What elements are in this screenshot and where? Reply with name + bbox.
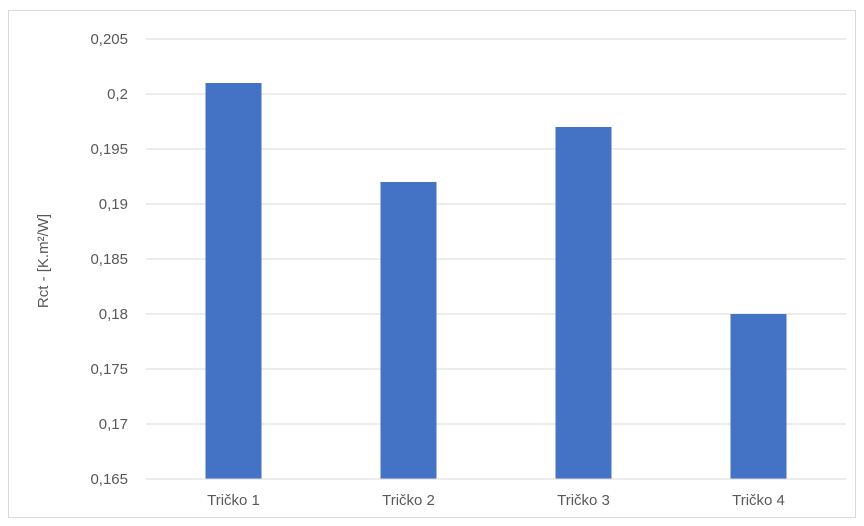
bar bbox=[555, 127, 612, 479]
y-tick-label: 0,165 bbox=[90, 471, 128, 488]
y-tick-label: 0,17 bbox=[99, 416, 128, 433]
x-tick-label: Tričko 2 bbox=[382, 492, 435, 509]
y-tick-label: 0,18 bbox=[99, 306, 128, 323]
y-tick-label: 0,175 bbox=[90, 361, 128, 378]
bar bbox=[380, 182, 437, 479]
bar bbox=[205, 83, 262, 479]
x-axis-ticks: Tričko 1 Tričko 2 Tričko 3 Tričko 4 bbox=[207, 492, 785, 509]
y-axis-title: Rct - [K.m²/W] bbox=[35, 214, 52, 308]
y-tick-label: 0,195 bbox=[90, 141, 128, 158]
x-tick-label: Tričko 1 bbox=[207, 492, 260, 509]
y-axis-ticks: 0,165 0,17 0,175 0,18 0,185 0,19 0,195 0,2 0,205 bbox=[90, 31, 128, 488]
y-tick-label: 0,205 bbox=[90, 31, 128, 48]
bars bbox=[146, 83, 846, 480]
x-tick-label: Tričko 4 bbox=[732, 492, 785, 509]
y-tick-label: 0,2 bbox=[107, 86, 128, 103]
bar bbox=[730, 314, 787, 479]
x-tick-label: Tričko 3 bbox=[557, 492, 610, 509]
y-tick-label: 0,19 bbox=[99, 196, 128, 213]
y-tick-label: 0,185 bbox=[90, 251, 128, 268]
